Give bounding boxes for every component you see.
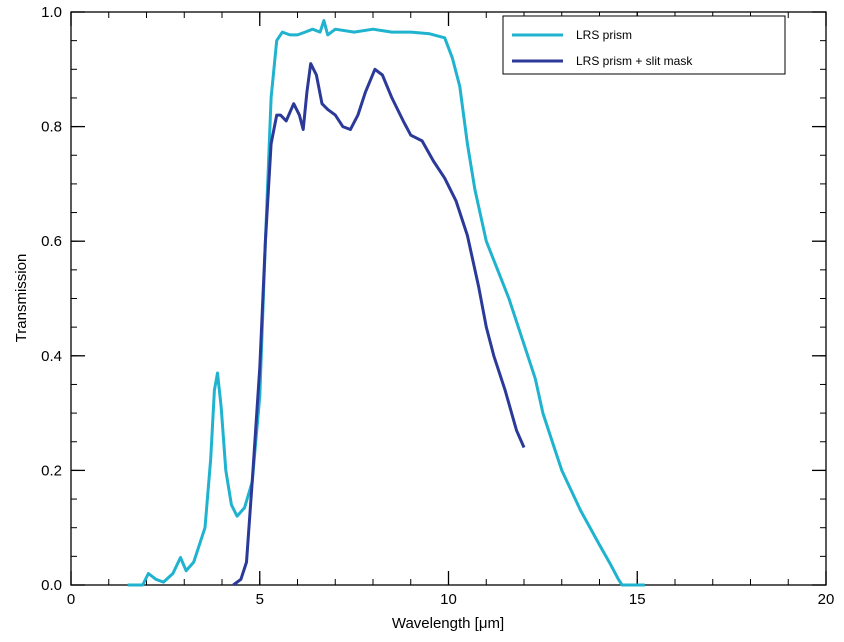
y-tick-label: 0.6 (41, 233, 62, 250)
legend-box (502, 15, 786, 75)
x-tick-label: 10 (440, 591, 457, 608)
y-tick-label: 0.8 (41, 119, 62, 136)
y-tick-label: 0.4 (41, 348, 62, 365)
legend-label-lrs-prism-slit-mask: LRS prism + slit mask (576, 54, 693, 68)
series-line-lrs-prism (127, 19, 645, 587)
y-tick-label: 1.0 (41, 4, 62, 21)
plot-area (70, 11, 827, 586)
legend-label-lrs-prism: LRS prism (576, 28, 632, 42)
y-tick-labels: 0.0 0.2 0.4 0.6 0.8 1.0 (41, 4, 62, 594)
x-tick-label: 0 (67, 591, 75, 608)
x-tick-label: 20 (818, 591, 835, 608)
x-tick-labels: 0 5 10 15 20 (67, 591, 835, 608)
x-tick-label: 5 (256, 591, 264, 608)
x-axis-title: Wavelength [μm] (392, 615, 504, 632)
series-line-lrs-prism-slit-mask (232, 62, 526, 587)
y-tick-label: 0.2 (41, 462, 62, 479)
series-lines (127, 19, 645, 587)
y-tick-label: 0.0 (41, 577, 62, 594)
x-tick-label: 15 (629, 591, 646, 608)
y-axis-title: Transmission (13, 254, 30, 343)
legend: LRS prism LRS prism + slit mask (502, 15, 786, 75)
